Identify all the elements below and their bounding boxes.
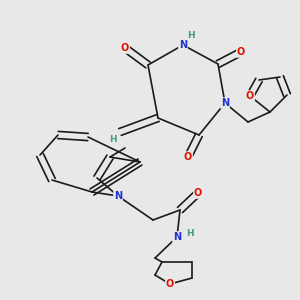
Text: N: N [179, 40, 187, 50]
Text: N: N [114, 191, 122, 201]
Text: O: O [121, 43, 129, 53]
Text: N: N [173, 232, 181, 242]
Text: H: H [109, 136, 117, 145]
Text: O: O [246, 91, 254, 101]
Text: O: O [194, 188, 202, 198]
Text: O: O [184, 152, 192, 162]
Text: O: O [237, 47, 245, 57]
Text: O: O [166, 279, 174, 289]
Text: N: N [221, 98, 229, 108]
Text: H: H [186, 230, 194, 238]
Text: H: H [187, 31, 195, 40]
